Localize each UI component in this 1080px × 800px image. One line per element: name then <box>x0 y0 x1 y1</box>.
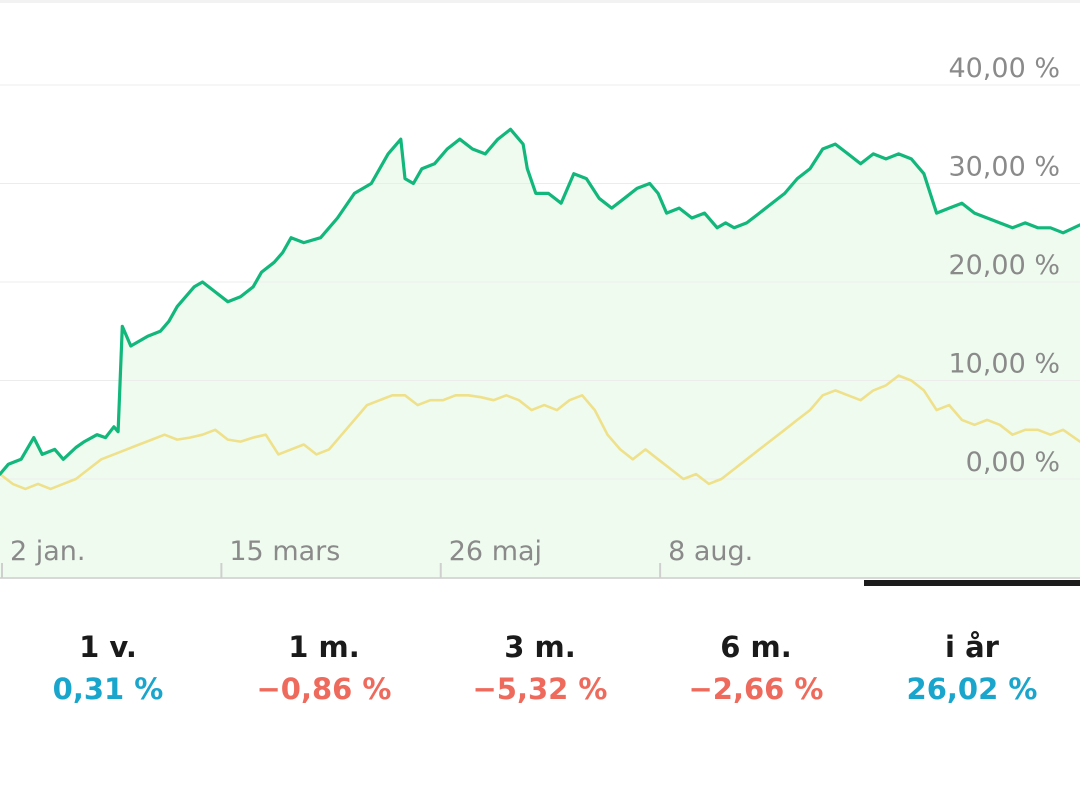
y-tick-label-3: 10,00 % <box>948 349 1060 380</box>
x-tick-label-0: 2 jan. <box>10 536 86 567</box>
tab-return-value: 0,31 % <box>52 672 164 706</box>
performance-chart: 40,00 % 30,00 % 20,00 % 10,00 % 0,00 % 2 jan.… <box>0 53 1080 579</box>
tab-label: 1 v. <box>79 630 137 664</box>
tab-label: 1 m. <box>288 630 360 664</box>
tab-period-0[interactable]: 1 v. 0,31 % <box>0 580 216 720</box>
series-line-main <box>0 127 1080 476</box>
top-divider <box>0 0 1080 3</box>
area-fill <box>0 129 1080 579</box>
tab-period-3[interactable]: 6 m. −2,66 % <box>648 580 864 720</box>
tab-period-1[interactable]: 1 m. −0,86 % <box>216 580 432 720</box>
x-tick-label-2: 26 maj <box>449 536 542 567</box>
tab-return-value: 26,02 % <box>906 672 1038 706</box>
tab-label: 6 m. <box>720 630 792 664</box>
tab-label: 3 m. <box>504 630 576 664</box>
tab-label: i år <box>945 630 999 664</box>
tab-period-2[interactable]: 3 m. −5,32 % <box>432 580 648 720</box>
tab-return-value: −2,66 % <box>688 672 824 706</box>
x-tick-label-3: 8 aug. <box>668 536 753 567</box>
x-tick-label-1: 15 mars <box>229 536 340 567</box>
selected-tab-indicator <box>864 580 1080 586</box>
tab-return-value: −0,86 % <box>256 672 392 706</box>
y-tick-label-1: 30,00 % <box>948 152 1060 183</box>
period-tabs: 1 v. 0,31 % 1 m. −0,86 % 3 m. −5,32 % 6 m. −2,6… <box>0 580 1080 720</box>
tab-period-4[interactable]: i år 26,02 % <box>864 580 1080 720</box>
y-tick-label-0: 40,00 % <box>948 53 1060 84</box>
y-tick-label-4: 0,00 % <box>966 447 1060 478</box>
tab-return-value: −5,32 % <box>472 672 608 706</box>
series-line-index <box>0 374 1080 491</box>
y-tick-label-2: 20,00 % <box>948 250 1060 281</box>
